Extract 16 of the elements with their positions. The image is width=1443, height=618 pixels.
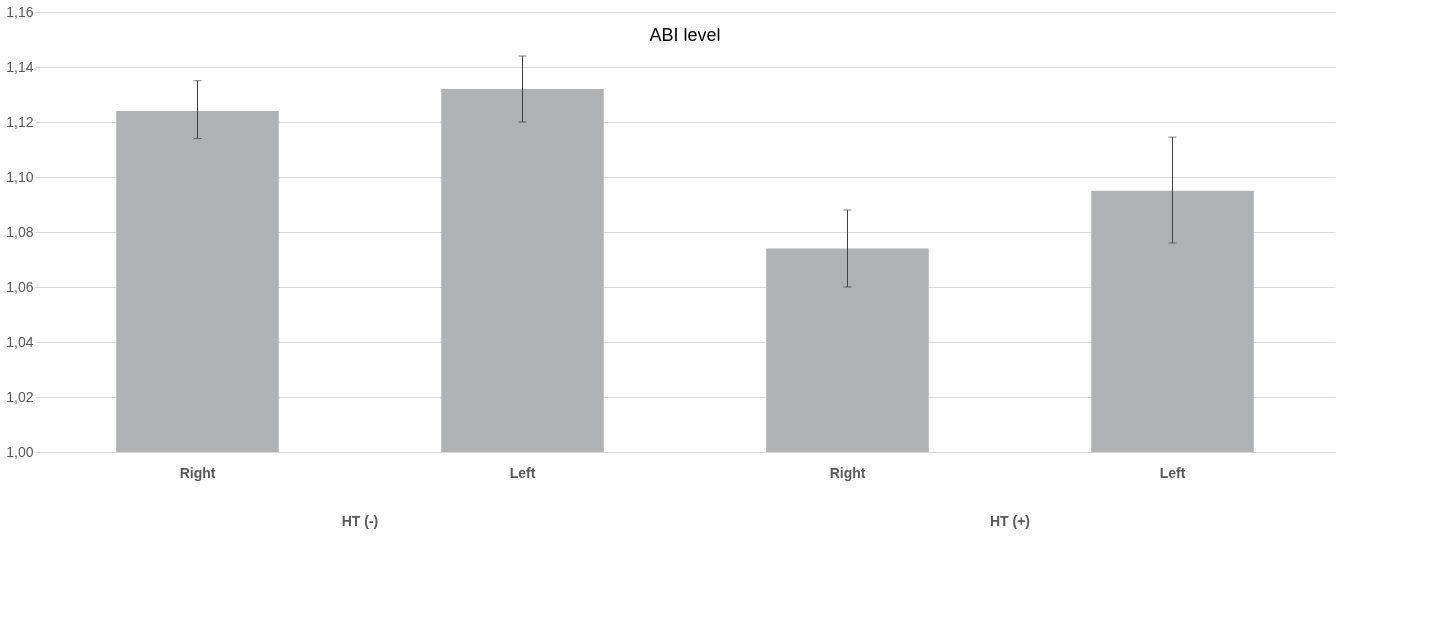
y-tick-label: 1,02 [6,388,34,405]
text: HT (-) [341,513,379,529]
y-tick-label: 1,16 [6,3,34,20]
x-tick-label: Left [1159,464,1186,481]
y-tick-label: 1,14 [6,58,34,75]
x-tick-label: Left [509,464,536,481]
x-tick-label: Right [829,464,866,481]
x-tick-label: Right [179,464,216,481]
y-tick-label: 1,08 [6,223,34,240]
y-tick-label: 1,04 [6,333,34,350]
y-tick-label: 1,10 [6,168,34,185]
y-tick-label: 1,00 [6,443,34,460]
text: ABI level [649,25,721,45]
text: HT (+) [989,513,1031,529]
y-tick-label: 1,12 [6,113,34,130]
y-tick-label: 1,06 [6,278,34,295]
